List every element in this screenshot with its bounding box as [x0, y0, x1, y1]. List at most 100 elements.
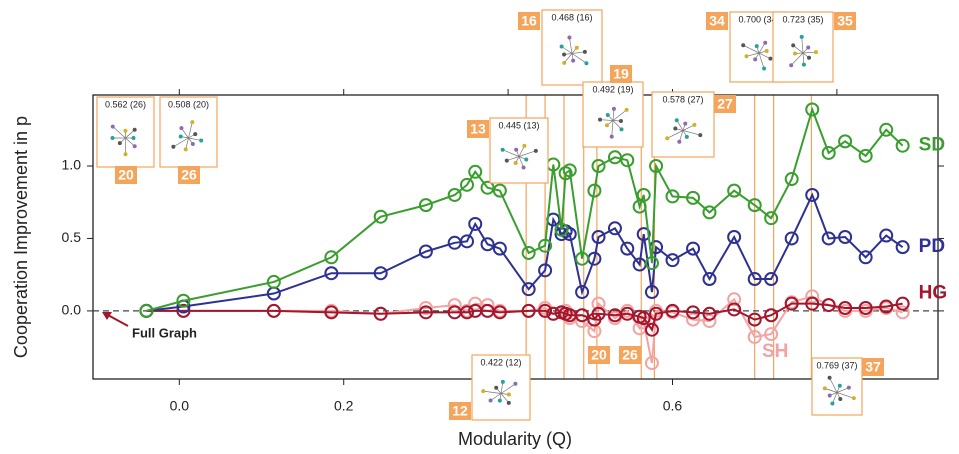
network-node [744, 54, 749, 59]
extra-badge-label: 26 [622, 347, 638, 363]
point [858, 301, 873, 315]
network-node [513, 381, 518, 386]
network-node [764, 48, 769, 53]
network-node [123, 128, 128, 133]
network-node [574, 45, 579, 50]
network-node [481, 389, 486, 394]
point [747, 198, 762, 213]
point [686, 312, 701, 327]
inset-badge [449, 402, 471, 420]
inset-label: 0.562 (26) [105, 99, 146, 109]
network-node [763, 40, 768, 45]
network-node [132, 127, 137, 132]
network-node [753, 57, 758, 62]
network-node [533, 148, 538, 153]
point [764, 272, 779, 287]
point [575, 285, 590, 300]
point [562, 227, 577, 242]
network-node [683, 121, 688, 126]
network-edge [571, 51, 585, 54]
network-node [619, 127, 624, 132]
inset-box [541, 9, 603, 86]
inset-label: 0.422 (12) [480, 357, 521, 367]
network-node [754, 44, 759, 49]
network-node [171, 144, 176, 149]
point [636, 187, 651, 202]
point [521, 303, 536, 318]
inset-label: 0.769 (37) [816, 360, 857, 370]
point [575, 251, 590, 266]
network-edge [790, 52, 804, 66]
point [492, 241, 507, 256]
point [727, 183, 742, 198]
point [686, 190, 701, 205]
inset-label: 0.492 (19) [592, 84, 633, 94]
point [460, 305, 475, 320]
point [879, 122, 894, 137]
series-label: PD [919, 236, 945, 257]
point [418, 301, 433, 315]
inset-box [811, 357, 863, 416]
network-edge [125, 137, 135, 147]
network-edge [188, 122, 193, 139]
point [324, 266, 339, 281]
point [879, 299, 894, 314]
point [747, 272, 762, 287]
point [686, 305, 701, 320]
network-edge [836, 387, 849, 393]
inset-badge [834, 12, 856, 30]
point [805, 289, 820, 304]
inset-badge-label: 20 [118, 167, 134, 183]
point [838, 301, 853, 315]
network-edge [490, 393, 502, 401]
network-node [524, 157, 529, 162]
network-node [789, 63, 794, 68]
network-edge [518, 150, 536, 157]
point [702, 205, 717, 220]
point [521, 282, 536, 297]
point [460, 177, 475, 192]
point [591, 230, 606, 244]
network-edge [563, 53, 573, 64]
point [702, 314, 717, 329]
point [821, 145, 836, 160]
network-edge [612, 120, 622, 130]
point [620, 241, 635, 256]
network-node [522, 143, 527, 148]
network-node [183, 147, 188, 152]
point [858, 148, 873, 163]
network-edge [500, 383, 516, 394]
point [492, 305, 507, 320]
point [764, 211, 779, 226]
point [838, 134, 853, 149]
point [727, 302, 742, 317]
network-node [822, 386, 827, 391]
point [644, 285, 659, 300]
point [838, 230, 853, 244]
inset-badge-label: 26 [181, 167, 197, 183]
y-axis-title: Cooperation Improvement in p [11, 116, 31, 358]
point [784, 296, 799, 311]
point [702, 272, 717, 287]
network-edge [682, 124, 695, 131]
network-edge [600, 119, 614, 121]
network-edge [502, 149, 520, 157]
point [418, 244, 433, 259]
network-edge [569, 37, 573, 54]
network-node [571, 58, 576, 63]
point [620, 153, 635, 168]
network-node [506, 392, 511, 397]
point [747, 312, 762, 327]
network-node [604, 123, 609, 128]
point [587, 183, 602, 198]
network-node [838, 397, 843, 402]
network-node [673, 126, 678, 131]
point [607, 221, 622, 236]
network-node [674, 118, 679, 123]
network-node [741, 43, 746, 48]
point [686, 241, 701, 256]
network-node [500, 379, 505, 384]
point [575, 308, 590, 323]
network-node [677, 139, 682, 144]
network-node [807, 55, 812, 60]
